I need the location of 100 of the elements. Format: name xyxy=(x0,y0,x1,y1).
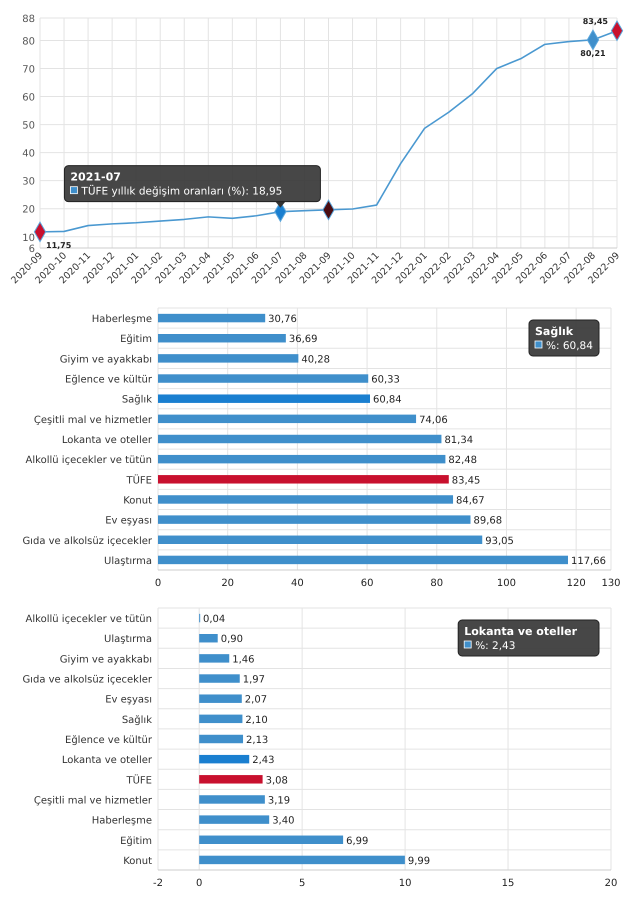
data-label: 82,48 xyxy=(448,455,478,466)
bar xyxy=(199,815,270,824)
y-tick-label: Ev eşyası xyxy=(105,694,152,706)
data-label: 60,33 xyxy=(371,374,400,386)
x-tick-label: 100 xyxy=(496,578,516,589)
x-tick-label: 0 xyxy=(154,578,162,589)
y-tick-label: Ulaştırma xyxy=(104,634,152,646)
data-label: 84,67 xyxy=(456,495,485,506)
data-label: 3,19 xyxy=(268,795,290,806)
data-label: 11,75 xyxy=(46,240,72,250)
y-tick-label: Çeşitli mal ve hizmetler xyxy=(34,414,153,426)
y-tick-label: Gıda ve alkolsüz içecekler xyxy=(22,536,153,547)
y-tick-label: 88 xyxy=(22,14,35,25)
tooltip: Sağlık %: 60,84 xyxy=(528,320,600,356)
y-tick-label: Eğitim xyxy=(120,334,152,346)
data-label: 89,68 xyxy=(474,516,502,527)
annotation: 2021-07 TÜFE yıllık değişim oranları (%): 18,95 xyxy=(70,170,282,198)
y-tick-label: Lokanta ve oteller xyxy=(62,435,153,446)
bar xyxy=(158,374,368,383)
y-tick-label: 10 xyxy=(22,232,35,244)
data-label: 2,43 xyxy=(252,755,274,766)
y-tick-label: TÜFE xyxy=(126,773,152,786)
bar xyxy=(199,754,250,764)
bar xyxy=(158,475,449,484)
y-tick-label: 6 xyxy=(28,244,35,255)
annotation: Sağlık %: 60,84 xyxy=(535,325,594,352)
y-tick-label: 60 xyxy=(22,92,35,104)
x-tick-label: 40 xyxy=(291,578,304,589)
y-tick-label: Lokanta ve oteller xyxy=(62,755,153,766)
x-tick-label: -2 xyxy=(153,878,163,889)
bar xyxy=(199,714,242,724)
y-tick-label: Giyim ve ayakkabı xyxy=(60,354,152,366)
data-label: 74,06 xyxy=(419,414,448,426)
data-label: 3,08 xyxy=(266,775,288,786)
y-tick-label: Giyim ve ayakkabı xyxy=(60,654,152,666)
y-tick-label: Konut xyxy=(123,495,152,506)
data-label: 1,46 xyxy=(232,654,255,666)
y-tick-label: Ev eşyası xyxy=(105,516,152,527)
data-label: 3,40 xyxy=(272,816,294,827)
bar xyxy=(199,674,240,683)
data-label: 0,04 xyxy=(203,614,226,626)
x-tick-label: 60 xyxy=(360,578,374,589)
tooltip: 2021-07 TÜFE yıllık değişim oranları (%): 18,95 xyxy=(64,165,321,208)
bar xyxy=(158,515,470,524)
y-tick-label: Sağlık xyxy=(122,714,152,726)
y-tick-label: Alkollü içecekler ve tütün xyxy=(26,614,152,626)
data-label: 117,66 xyxy=(571,556,606,567)
y-tick-label: TÜFE xyxy=(126,473,152,486)
y-tick-label: 50 xyxy=(22,120,35,132)
data-label: 1,97 xyxy=(242,674,266,686)
bar xyxy=(199,634,218,642)
x-tick-label: 120 xyxy=(566,578,586,589)
y-tick-label: Gıda ve alkolsüz içecekler xyxy=(22,674,153,686)
data-label: 2,13 xyxy=(246,735,268,746)
x-tick-label: 5 xyxy=(298,878,306,889)
data-label: 6,99 xyxy=(346,836,368,847)
data-label: 40,28 xyxy=(301,354,330,366)
y-tick-label: Alkollü içecekler ve tütün xyxy=(26,455,152,466)
data-label: 83,45 xyxy=(452,475,480,486)
bar xyxy=(199,836,344,844)
bar xyxy=(158,334,286,342)
data-label: 0,90 xyxy=(220,634,243,646)
bar xyxy=(199,694,242,703)
bar xyxy=(199,856,405,864)
bar xyxy=(199,775,263,784)
y-tick-label: Ulaştırma xyxy=(104,556,152,567)
y-tick-label: 80 xyxy=(22,36,35,48)
tooltip: Lokanta ve oteller %: 2,43 xyxy=(458,620,600,656)
data-label: 2,10 xyxy=(245,714,268,726)
bar xyxy=(199,795,265,804)
y-tick-label: Eğitim xyxy=(120,836,152,847)
data-label: 83,45 xyxy=(582,16,608,26)
bar xyxy=(158,495,454,504)
y-tick-label: Konut xyxy=(123,856,152,867)
y-tick-label: Haberleşme xyxy=(92,816,152,827)
y-tick-label: 30 xyxy=(22,176,35,188)
data-label: 36,69 xyxy=(288,334,318,346)
bar xyxy=(158,394,370,403)
bar xyxy=(158,434,442,444)
data-label: 80,21 xyxy=(580,48,606,58)
y-tick-label: Eğlence ve kültür xyxy=(65,735,153,746)
data-label: 81,34 xyxy=(444,435,474,446)
bar xyxy=(158,556,568,564)
bar xyxy=(158,314,266,322)
y-tick-label: 70 xyxy=(22,64,35,76)
x-tick-label: 0 xyxy=(196,878,202,889)
data-label: 30,76 xyxy=(268,314,297,326)
bar xyxy=(158,536,482,544)
annotation: Lokanta ve oteller %: 2,43 xyxy=(464,625,578,652)
data-label: 2,07 xyxy=(244,694,268,706)
y-tick-label: Haberleşme xyxy=(92,314,152,326)
bar xyxy=(158,414,416,424)
bar xyxy=(158,454,446,464)
bar xyxy=(199,734,244,744)
y-tick-label: Çeşitli mal ve hizmetler xyxy=(34,795,153,806)
x-tick-label: 20 xyxy=(604,878,618,889)
x-tick-label: 15 xyxy=(502,878,514,889)
y-tick-label: 20 xyxy=(22,204,35,216)
y-tick-label: Eğlence ve kültür xyxy=(65,374,153,386)
data-label: 93,05 xyxy=(485,536,514,547)
